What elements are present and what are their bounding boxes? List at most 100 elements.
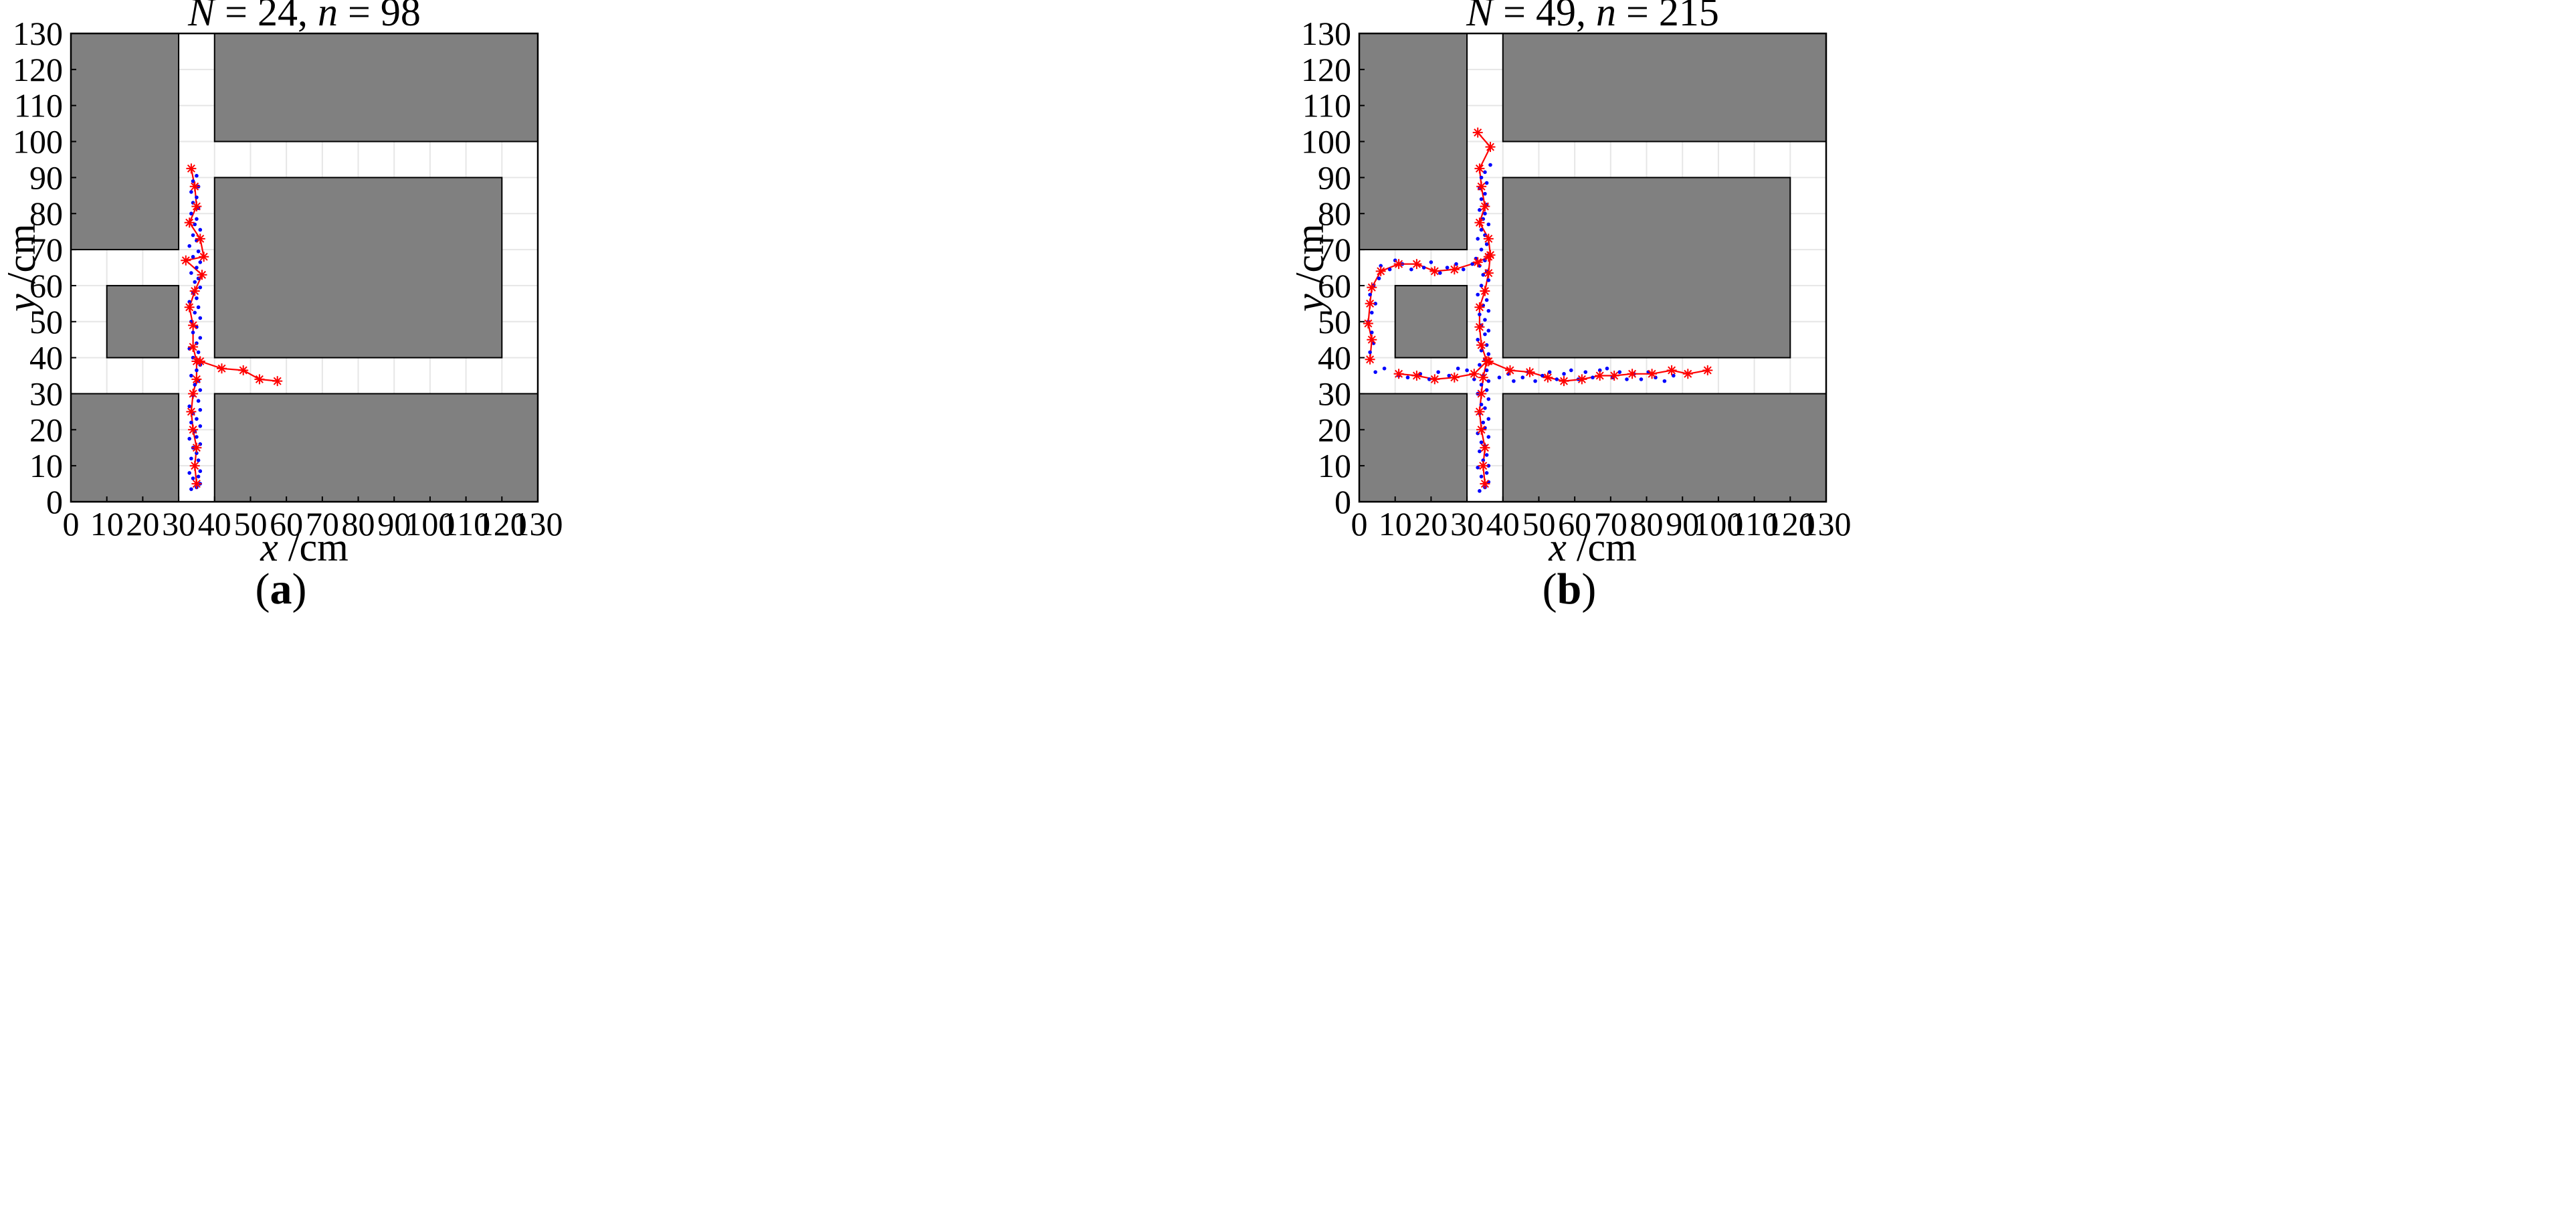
- y-tick-label: 70: [1318, 231, 1351, 268]
- sample-point: [191, 179, 195, 183]
- path-node-star: [1367, 282, 1377, 293]
- sample-point: [1486, 417, 1491, 421]
- sample-point: [1483, 170, 1487, 175]
- y-tick-label: 70: [29, 231, 63, 268]
- x-tick-label: 30: [1450, 505, 1484, 543]
- x-tick-label: 30: [162, 505, 195, 543]
- sample-point: [1429, 260, 1433, 264]
- sample-point: [195, 435, 199, 439]
- sample-point: [1486, 379, 1491, 383]
- x-tick-label: 80: [342, 505, 375, 543]
- path-node-star: [1363, 318, 1373, 328]
- sample-point: [1373, 302, 1377, 306]
- path-node-star: [184, 217, 195, 228]
- path-node-star: [1480, 201, 1490, 211]
- sample-point: [1476, 237, 1480, 241]
- sample-point: [1479, 474, 1484, 479]
- sample-point: [1486, 397, 1491, 401]
- y-tick-label: 50: [29, 303, 63, 341]
- obstacle-block: [1502, 33, 1827, 143]
- y-tick-label: 30: [1318, 375, 1351, 412]
- y-tick-label: 40: [29, 339, 63, 377]
- sample-point: [198, 407, 203, 412]
- path-node-star: [254, 374, 265, 385]
- sample-point: [1484, 471, 1489, 475]
- path-node-star: [1411, 259, 1422, 270]
- sample-point: [1486, 278, 1491, 282]
- obstacle-block: [213, 33, 538, 143]
- y-tick-label: 30: [29, 375, 63, 412]
- path-node-star: [199, 252, 209, 262]
- sample-point: [1486, 435, 1491, 439]
- path-node-star: [1474, 217, 1485, 228]
- sample-point: [1476, 292, 1480, 297]
- sample-point: [198, 316, 203, 320]
- sample-point: [1479, 248, 1484, 252]
- path-node-star: [1429, 266, 1440, 276]
- sample-point: [1484, 368, 1489, 373]
- path-node-star: [1474, 406, 1485, 417]
- path-node-star: [1482, 356, 1492, 367]
- sample-point: [1479, 197, 1484, 201]
- path-node-star: [272, 376, 283, 387]
- x-tick-label: 100: [405, 505, 455, 543]
- path-node-star: [217, 363, 227, 374]
- sample-point: [198, 469, 203, 474]
- sample-point: [1486, 464, 1491, 468]
- sample-point: [198, 336, 203, 340]
- sample-point: [191, 233, 195, 238]
- sample-point: [1369, 330, 1374, 335]
- sample-point: [1483, 318, 1487, 322]
- x-tick-label: 10: [1379, 505, 1412, 543]
- sample-point: [1427, 377, 1431, 381]
- path-node-star: [1505, 365, 1515, 375]
- sample-point: [1520, 375, 1525, 380]
- path-node-star: [1365, 354, 1375, 365]
- sample-point: [1555, 377, 1559, 381]
- chart-title-a: N = 24, n = 98: [187, 0, 421, 34]
- x-axis-label-b: x /cm: [1548, 525, 1637, 569]
- y-tick-label: 0: [1334, 483, 1351, 520]
- sample-point: [196, 399, 201, 403]
- path-node-star: [184, 302, 195, 312]
- sample-point: [1662, 379, 1667, 383]
- panel-caption-b: (b): [1543, 565, 1597, 613]
- sample-point: [195, 217, 199, 221]
- path-node-star: [1474, 163, 1485, 174]
- sample-point: [1483, 406, 1487, 410]
- sample-point: [189, 373, 193, 378]
- x-axis-label-a: x /cm: [260, 525, 349, 569]
- sample-point: [198, 260, 203, 264]
- y-tick-label: 110: [1302, 87, 1351, 124]
- y-tick-label: 10: [1318, 447, 1351, 484]
- sample-point: [198, 388, 203, 392]
- x-tick-label: 10: [90, 505, 124, 543]
- sample-point: [1438, 271, 1442, 275]
- path-node-star: [1666, 365, 1677, 375]
- obstacle-block: [213, 393, 538, 503]
- path-node-star: [1474, 302, 1485, 312]
- x-tick-label: 20: [126, 505, 159, 543]
- sample-point: [1484, 453, 1489, 457]
- sample-point: [1484, 181, 1489, 185]
- path-node-star: [1472, 127, 1483, 138]
- figure-panel-b: 0 10 20 30 40 50 60 70 80 90 100 110 120 130 0 10 20 30 4…: [1288, 0, 2576, 1231]
- sample-point: [189, 271, 193, 275]
- obstacle-block: [1502, 177, 1791, 359]
- x-tick-label: 130: [513, 505, 563, 543]
- sample-point: [198, 285, 203, 290]
- sample-point: [1479, 227, 1484, 232]
- y-tick-label: 60: [1318, 267, 1351, 304]
- sample-point: [1379, 264, 1383, 268]
- obstacle-block: [1394, 284, 1468, 359]
- path-line: [199, 360, 278, 382]
- sample-point: [1541, 373, 1545, 378]
- y-tick-label: 120: [1301, 51, 1351, 88]
- obstacle-block: [213, 177, 503, 359]
- sample-point: [1377, 276, 1381, 280]
- y-tick-label: 120: [13, 51, 63, 88]
- sample-point: [1368, 350, 1372, 355]
